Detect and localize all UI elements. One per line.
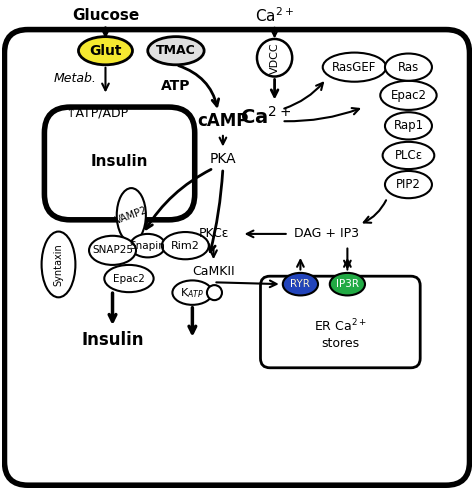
Ellipse shape (104, 265, 154, 292)
Text: Epac2: Epac2 (391, 89, 427, 102)
Text: VDCC: VDCC (270, 42, 280, 73)
Text: Epac2: Epac2 (113, 273, 145, 284)
Text: Insulin: Insulin (81, 331, 144, 349)
Ellipse shape (330, 273, 365, 296)
Ellipse shape (385, 112, 432, 139)
Text: SNAP25: SNAP25 (92, 246, 133, 255)
Ellipse shape (173, 280, 212, 305)
Text: ATP: ATP (161, 79, 191, 93)
Ellipse shape (207, 285, 222, 300)
Text: VAMP2: VAMP2 (114, 205, 149, 226)
Text: TMAC: TMAC (156, 44, 196, 57)
Ellipse shape (89, 236, 136, 265)
Text: RYR: RYR (291, 279, 310, 289)
Ellipse shape (283, 273, 318, 296)
Text: Metab.: Metab. (54, 72, 97, 85)
Text: Glucose: Glucose (72, 8, 139, 23)
FancyBboxPatch shape (4, 30, 470, 485)
Text: Insulin: Insulin (91, 154, 148, 169)
Text: Rap1: Rap1 (393, 120, 423, 132)
Text: Snapin: Snapin (130, 241, 166, 250)
Ellipse shape (79, 37, 133, 65)
Ellipse shape (117, 188, 146, 242)
Ellipse shape (385, 171, 432, 198)
Ellipse shape (383, 142, 434, 169)
Text: Ras: Ras (398, 61, 419, 73)
Text: K$_{ATP}$: K$_{ATP}$ (180, 286, 204, 300)
Ellipse shape (385, 54, 432, 81)
Ellipse shape (148, 37, 204, 65)
Text: Ca$^{2+}$: Ca$^{2+}$ (240, 106, 291, 127)
Text: ↑ATP/ADP: ↑ATP/ADP (65, 108, 128, 121)
Text: cAMP: cAMP (197, 112, 248, 130)
Text: Ca$^{2+}$: Ca$^{2+}$ (255, 6, 294, 25)
Ellipse shape (162, 232, 209, 259)
Ellipse shape (130, 234, 165, 257)
FancyBboxPatch shape (45, 107, 195, 220)
Text: PKCε: PKCε (198, 227, 228, 241)
Text: DAG + IP3: DAG + IP3 (294, 227, 359, 241)
Text: PLCε: PLCε (394, 149, 422, 162)
Text: Syntaxin: Syntaxin (54, 243, 64, 286)
Ellipse shape (257, 39, 292, 76)
FancyBboxPatch shape (261, 276, 420, 368)
Ellipse shape (380, 81, 437, 110)
Ellipse shape (42, 232, 75, 297)
Text: RasGEF: RasGEF (332, 61, 377, 73)
Text: Glut: Glut (89, 44, 122, 58)
Ellipse shape (323, 53, 386, 82)
Text: PKA: PKA (210, 152, 236, 166)
Text: CaMKII: CaMKII (192, 265, 235, 278)
Text: RYR: RYR (291, 279, 310, 289)
Text: Rim2: Rim2 (171, 241, 200, 250)
Text: IP3R: IP3R (336, 279, 359, 289)
Text: PIP2: PIP2 (396, 178, 421, 191)
Text: ER Ca$^{2+}$
stores: ER Ca$^{2+}$ stores (314, 318, 367, 350)
